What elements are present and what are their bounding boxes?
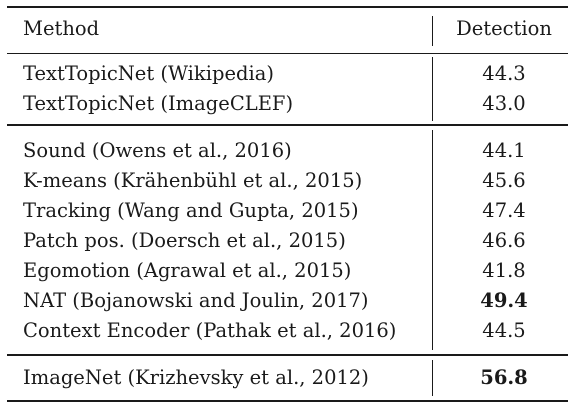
detection-cell: 44.1 — [482, 139, 526, 162]
table-row: TextTopicNet (Wikipedia) 44.3 — [0, 59, 575, 89]
table-row: Egomotion (Agrawal et al., 2015) 41.8 — [0, 256, 575, 286]
table-row: K-means (Krähenbühl et al., 2015) 45.6 — [0, 166, 575, 196]
column-divider-section-1 — [432, 57, 433, 121]
detection-cell-best: 56.8 — [480, 366, 528, 389]
column-divider-header — [432, 16, 433, 46]
section-rule-2 — [7, 354, 568, 356]
detection-cell: 47.4 — [482, 199, 526, 222]
method-cell: K-means (Krähenbühl et al., 2015) — [23, 169, 363, 192]
top-rule — [7, 6, 568, 8]
method-cell: NAT (Bojanowski and Joulin, 2017) — [23, 289, 369, 312]
method-cell: TextTopicNet (Wikipedia) — [23, 62, 274, 85]
bottom-rule — [7, 400, 568, 402]
detection-cell: 44.5 — [482, 319, 526, 342]
method-cell: Context Encoder (Pathak et al., 2016) — [23, 319, 397, 342]
detection-cell-best: 49.4 — [480, 289, 528, 312]
table-header: Method Detection — [0, 14, 575, 44]
table-row: Context Encoder (Pathak et al., 2016) 44… — [0, 316, 575, 346]
detection-cell: 46.6 — [482, 229, 526, 252]
method-column-header: Method — [23, 17, 100, 40]
table-row: Sound (Owens et al., 2016) 44.1 — [0, 136, 575, 166]
detection-cell: 45.6 — [482, 169, 526, 192]
detection-cell: 44.3 — [482, 62, 526, 85]
column-divider-section-3 — [432, 360, 433, 396]
header-rule — [7, 53, 568, 54]
table-row: NAT (Bojanowski and Joulin, 2017) 49.4 — [0, 286, 575, 316]
detection-column-header: Detection — [456, 17, 552, 40]
method-cell: TextTopicNet (ImageCLEF) — [23, 92, 294, 115]
section-rule-1 — [7, 124, 568, 126]
method-cell: Sound (Owens et al., 2016) — [23, 139, 292, 162]
method-cell: Patch pos. (Doersch et al., 2015) — [23, 229, 346, 252]
method-cell: ImageNet (Krizhevsky et al., 2012) — [23, 366, 369, 389]
table-row: Patch pos. (Doersch et al., 2015) 46.6 — [0, 226, 575, 256]
method-cell: Egomotion (Agrawal et al., 2015) — [23, 259, 352, 282]
table-row: ImageNet (Krizhevsky et al., 2012) 56.8 — [0, 363, 575, 393]
detection-cell: 43.0 — [482, 92, 526, 115]
table-row: Tracking (Wang and Gupta, 2015) 47.4 — [0, 196, 575, 226]
method-cell: Tracking (Wang and Gupta, 2015) — [23, 199, 359, 222]
detection-cell: 41.8 — [482, 259, 526, 282]
column-divider-section-2 — [432, 130, 433, 350]
table-row: TextTopicNet (ImageCLEF) 43.0 — [0, 89, 575, 119]
